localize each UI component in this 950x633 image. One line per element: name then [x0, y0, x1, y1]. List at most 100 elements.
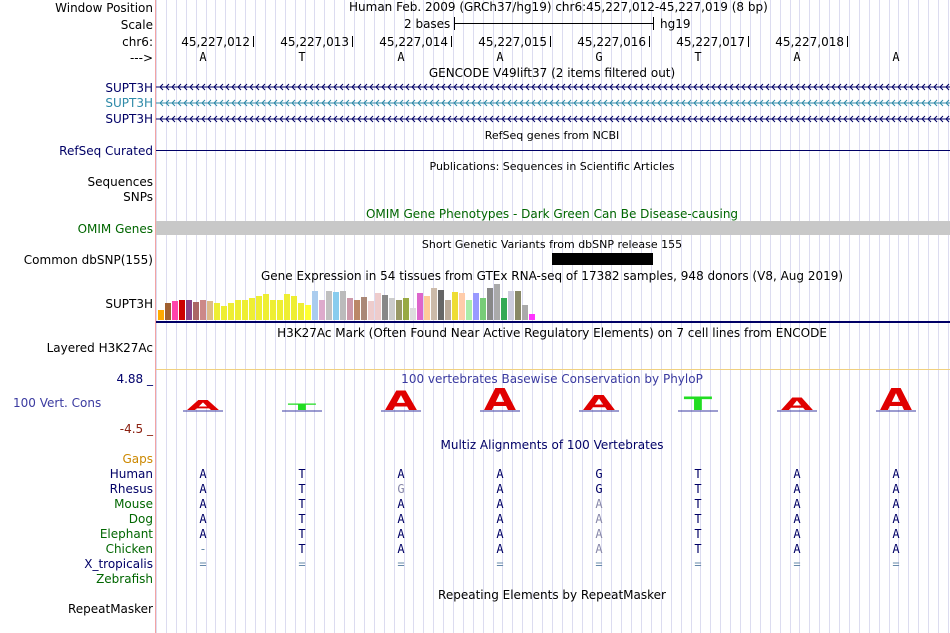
- gtex-tissue-bar[interactable]: [207, 301, 213, 320]
- gtex-tissue-bar[interactable]: [508, 291, 514, 320]
- gencode-transcript-3[interactable]: [156, 114, 950, 124]
- gtex-tissue-bar[interactable]: [445, 300, 451, 320]
- gtex-tissue-bar[interactable]: [403, 298, 409, 320]
- strand-arrow: [819, 83, 824, 91]
- gtex-tissue-bar[interactable]: [333, 292, 339, 320]
- gtex-tissue-bar[interactable]: [263, 294, 269, 320]
- phylop-base-glyph[interactable]: A: [583, 391, 616, 414]
- gtex-tissue-bar[interactable]: [179, 300, 185, 320]
- gtex-tissue-bar[interactable]: [186, 300, 192, 320]
- refseq-gene-line[interactable]: [156, 150, 950, 151]
- phylop-base-glyph[interactable]: A: [484, 388, 516, 414]
- gtex-label[interactable]: SUPT3H: [105, 297, 153, 311]
- gtex-tissue-bar[interactable]: [396, 300, 402, 320]
- species-label[interactable]: Rhesus: [109, 482, 153, 496]
- species-label[interactable]: Dog: [128, 512, 153, 526]
- gtex-tissue-bar[interactable]: [375, 293, 381, 320]
- strand-arrow: [945, 115, 950, 123]
- gtex-expression-bars[interactable]: [158, 283, 538, 320]
- species-label[interactable]: Chicken: [105, 542, 153, 556]
- gtex-tissue-bar[interactable]: [354, 300, 360, 320]
- gtex-tissue-bar[interactable]: [368, 301, 374, 320]
- gtex-tissue-bar[interactable]: [228, 303, 234, 320]
- strand-arrow: [327, 115, 332, 123]
- gtex-tissue-bar[interactable]: [473, 293, 479, 320]
- gtex-tissue-bar[interactable]: [480, 298, 486, 320]
- gencode-transcript-1[interactable]: [156, 82, 950, 92]
- gtex-tissue-bar[interactable]: [501, 298, 507, 320]
- gtex-tissue-bar[interactable]: [515, 291, 521, 320]
- gtex-tissue-bar[interactable]: [431, 288, 437, 320]
- gencode-item-1-label[interactable]: SUPT3H: [105, 81, 153, 95]
- gtex-tissue-bar[interactable]: [291, 296, 297, 320]
- dbsnp-label[interactable]: Common dbSNP(155): [23, 253, 153, 267]
- gtex-tissue-bar[interactable]: [487, 288, 493, 320]
- phylop-base-glyph[interactable]: A: [385, 388, 417, 414]
- gtex-tissue-bar[interactable]: [326, 291, 332, 320]
- strand-arrow: [459, 83, 464, 91]
- gtex-tissue-bar[interactable]: [200, 300, 206, 320]
- phylop-base-glyph[interactable]: T: [684, 392, 712, 414]
- gtex-tissue-bar[interactable]: [466, 300, 472, 320]
- snps-label[interactable]: SNPs: [123, 190, 153, 204]
- omim-label[interactable]: OMIM Genes: [77, 222, 153, 236]
- ruler-tick: [352, 36, 353, 47]
- dbsnp-variant-bar[interactable]: [552, 253, 653, 265]
- gtex-tissue-bar[interactable]: [522, 305, 528, 320]
- gtex-tissue-bar[interactable]: [158, 310, 164, 320]
- gtex-tissue-bar[interactable]: [424, 296, 430, 320]
- gtex-tissue-bar[interactable]: [284, 294, 290, 320]
- species-label[interactable]: Elephant: [99, 527, 153, 541]
- gtex-tissue-bar[interactable]: [417, 293, 423, 320]
- gtex-tissue-bar[interactable]: [305, 305, 311, 320]
- gencode-item-3-label[interactable]: SUPT3H: [105, 112, 153, 126]
- gtex-tissue-bar[interactable]: [242, 300, 248, 320]
- phylop-label[interactable]: 100 Vert. Cons: [13, 396, 102, 410]
- gtex-tissue-bar[interactable]: [459, 293, 465, 320]
- species-label[interactable]: X_tropicalis: [84, 557, 153, 571]
- gtex-tissue-bar[interactable]: [221, 306, 227, 320]
- refseq-label[interactable]: RefSeq Curated: [59, 144, 153, 158]
- gtex-tissue-bar[interactable]: [452, 292, 458, 320]
- gtex-tissue-bar[interactable]: [249, 298, 255, 320]
- species-label[interactable]: Human: [109, 467, 153, 481]
- aligned-base: T: [298, 482, 306, 496]
- gencode-transcript-2[interactable]: [156, 98, 950, 108]
- gtex-tissue-bar[interactable]: [312, 291, 318, 320]
- phylop-base-glyph[interactable]: T: [288, 402, 317, 413]
- strand-arrow: [429, 99, 434, 107]
- repeatmasker-label[interactable]: RepeatMasker: [67, 602, 153, 616]
- gtex-tissue-bar[interactable]: [298, 303, 304, 320]
- species-label[interactable]: Mouse: [114, 497, 153, 511]
- gaps-label[interactable]: Gaps: [122, 452, 153, 466]
- gtex-tissue-bar[interactable]: [347, 298, 353, 320]
- publications-label[interactable]: Sequences: [87, 175, 153, 189]
- gtex-tissue-bar[interactable]: [529, 314, 535, 320]
- gtex-tissue-bar[interactable]: [256, 296, 262, 320]
- gtex-tissue-bar[interactable]: [382, 295, 388, 320]
- species-label[interactable]: Zebrafish: [96, 572, 153, 586]
- omim-phenotype-bar[interactable]: [156, 221, 950, 235]
- gtex-tissue-bar[interactable]: [235, 300, 241, 320]
- gtex-tissue-bar[interactable]: [389, 298, 395, 320]
- gtex-tissue-bar[interactable]: [214, 303, 220, 320]
- gencode-item-2-label[interactable]: SUPT3H: [105, 96, 153, 110]
- gtex-tissue-bar[interactable]: [277, 300, 283, 320]
- gtex-tissue-bar[interactable]: [410, 308, 416, 320]
- gtex-tissue-bar[interactable]: [172, 301, 178, 320]
- gtex-tissue-bar[interactable]: [438, 290, 444, 320]
- h3k27ac-label[interactable]: Layered H3K27Ac: [46, 341, 153, 355]
- gtex-tissue-bar[interactable]: [494, 284, 500, 320]
- strand-arrow: [255, 99, 260, 107]
- gtex-tissue-bar[interactable]: [319, 300, 325, 320]
- strand-arrow: [747, 99, 752, 107]
- gtex-tissue-bar[interactable]: [165, 303, 171, 320]
- gtex-tissue-bar[interactable]: [340, 291, 346, 320]
- gtex-tissue-bar[interactable]: [361, 297, 367, 320]
- phylop-base-glyph[interactable]: A: [880, 388, 912, 414]
- phylop-base-glyph[interactable]: A: [187, 398, 219, 413]
- gtex-tissue-bar[interactable]: [193, 302, 199, 320]
- phylop-base-glyph[interactable]: A: [781, 395, 814, 414]
- gtex-tissue-bar[interactable]: [270, 300, 276, 320]
